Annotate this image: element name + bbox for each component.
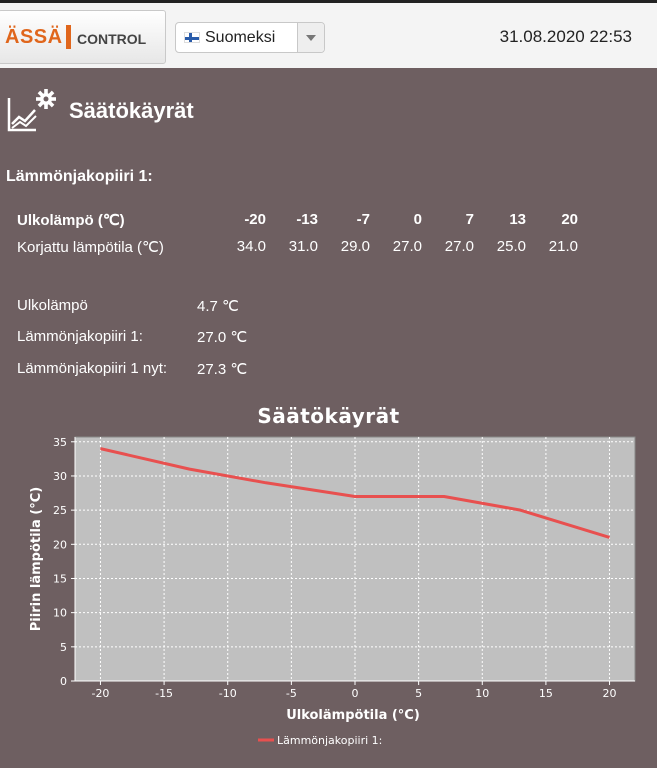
series-line: [100, 447, 610, 539]
curve-table-header-row: Ulkolämpö (℃) -20 -13 -7 0 7 13 20: [17, 206, 578, 233]
chart-title: Säätökäyrät: [257, 404, 400, 428]
control-curve-chart: -20 -15 -10 -5 0 5 10 15 20 0 5 10 15 20 25 30 35 Ulkoläm…: [29, 436, 636, 747]
x-tick-label: -5: [286, 687, 297, 700]
circuit-title: Lämmönjakopiiri 1:: [6, 168, 153, 185]
corrected-temp-value: 21.0: [548, 238, 578, 255]
info-value: 4.7 ℃: [197, 298, 239, 315]
assa-control-logo[interactable]: ÄSSÄ CONTROL: [0, 10, 166, 64]
corrected-temp-label: Korjattu lämpötila (℃): [17, 238, 164, 256]
y-tick-label: 10: [53, 607, 67, 620]
info-value: 27.3 ℃: [197, 361, 248, 378]
chart-settings-icon: [7, 89, 56, 132]
y-tick-label: 30: [53, 470, 67, 483]
corrected-temp-value: 31.0: [288, 238, 318, 255]
x-tick-label: -20: [91, 687, 109, 700]
outdoor-temp-header: Ulkolämpö (℃): [17, 211, 125, 229]
x-tick-label: 5: [415, 687, 422, 700]
logo-separator: [66, 25, 71, 49]
corrected-temp-value: 27.0: [392, 238, 422, 255]
outdoor-temp-value: 7: [465, 211, 474, 228]
curve-table-row: Korjattu lämpötila (℃) 34.0 31.0 29.0 27…: [17, 233, 578, 260]
outdoor-temp-value: 0: [413, 211, 422, 228]
language-select-value: Suomeksi: [205, 29, 276, 46]
x-tick-label: 0: [352, 687, 359, 700]
y-tick-label: 35: [53, 436, 67, 449]
outdoor-temp-value: 13: [509, 211, 526, 228]
x-tick-label: -10: [219, 687, 237, 700]
current-datetime: 31.08.2020 22:53: [499, 27, 632, 46]
outdoor-temp-value: -13: [296, 211, 318, 228]
info-label: Lämmönjakopiiri 1:: [17, 328, 143, 345]
corrected-temp-value: 27.0: [444, 238, 474, 255]
outdoor-temp-value: -20: [244, 211, 266, 228]
y-tick-label: 25: [53, 504, 67, 517]
info-label: Ulkolämpö: [17, 297, 88, 314]
x-tick-label: 20: [603, 687, 617, 700]
outdoor-temp-value: -7: [356, 211, 370, 228]
x-tick-label: 10: [475, 687, 489, 700]
corrected-temp-value: 25.0: [496, 238, 526, 255]
finnish-flag-icon: [184, 32, 200, 43]
top-bar: ÄSSÄ CONTROL Suomeksi 31.08.2020 22:53: [0, 0, 657, 68]
y-tick-label: 0: [60, 675, 67, 688]
x-tick-label: 15: [539, 687, 553, 700]
y-tick-label: 20: [53, 538, 67, 551]
legend-label: Lämmönjakopiiri 1:: [277, 734, 382, 747]
curve-table: Ulkolämpö (℃) -20 -13 -7 0 7 13 20 Korja…: [17, 206, 578, 260]
language-select[interactable]: Suomeksi: [175, 22, 325, 53]
x-tick-label: -15: [155, 687, 173, 700]
corrected-temp-value: 34.0: [236, 238, 266, 255]
logo-brand-text: ÄSSÄ: [5, 26, 63, 48]
y-axis-label: Piirin lämpötila (°C): [29, 487, 44, 631]
info-label: Lämmönjakopiiri 1 nyt:: [17, 360, 168, 377]
page-title: Säätökäyrät: [69, 98, 194, 123]
logo-control-text: CONTROL: [77, 31, 147, 47]
y-tick-label: 5: [60, 641, 67, 654]
y-tick-label: 15: [53, 572, 67, 585]
info-value: 27.0 ℃: [197, 329, 248, 346]
corrected-temp-value: 29.0: [340, 238, 370, 255]
outdoor-temp-value: 20: [561, 211, 578, 228]
chevron-down-icon[interactable]: [297, 23, 324, 52]
x-axis-label: Ulkolämpötila (°C): [286, 708, 420, 723]
